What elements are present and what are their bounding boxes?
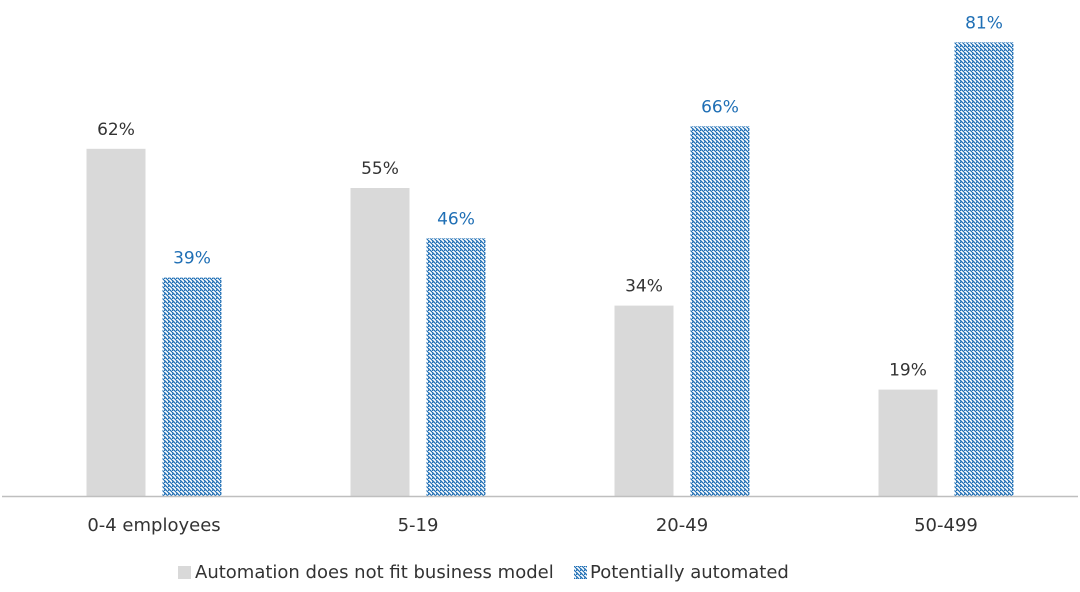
- bar-potentially-automated-1: [426, 238, 486, 496]
- x-tick-labels: 0-4 employees 5-19 20-49 50-499: [87, 515, 978, 536]
- bar-automation-not-fit-0: [86, 148, 146, 497]
- data-label-automation-not-fit-1: 55%: [361, 159, 399, 179]
- legend-label-automation-not-fit: Automation does not fit business model: [195, 562, 554, 583]
- bar-automation-not-fit-1: [350, 188, 410, 496]
- bar-automation-not-fit-3: [878, 389, 938, 496]
- x-tick-label-2: 20-49: [656, 515, 708, 536]
- data-label-potentially-automated-3: 81%: [965, 13, 1003, 33]
- bar-potentially-automated-3: [954, 42, 1014, 497]
- x-tick-label-3: 50-499: [914, 515, 978, 536]
- legend-label-potentially-automated: Potentially automated: [590, 562, 789, 583]
- bars-layer: [86, 42, 1014, 497]
- x-tick-label-1: 5-19: [398, 515, 439, 536]
- x-tick-label-0: 0-4 employees: [87, 515, 220, 536]
- data-label-automation-not-fit-3: 19%: [889, 361, 927, 381]
- bar-potentially-automated-0: [162, 277, 222, 496]
- data-label-potentially-automated-0: 39%: [173, 249, 211, 269]
- bar-automation-not-fit-2: [614, 305, 674, 496]
- data-label-automation-not-fit-0: 62%: [97, 120, 135, 140]
- bar-potentially-automated-2: [690, 126, 750, 497]
- legend-swatch-potentially-automated: [574, 566, 587, 579]
- data-label-potentially-automated-1: 46%: [437, 209, 475, 229]
- data-label-automation-not-fit-2: 34%: [625, 277, 663, 297]
- legend: Automation does not fit business model P…: [178, 562, 789, 583]
- legend-swatch-automation-not-fit: [178, 566, 191, 579]
- value-labels-layer: 62% 39% 55% 46% 34% 66% 19% 81%: [97, 13, 1003, 380]
- data-label-potentially-automated-2: 66%: [701, 97, 739, 117]
